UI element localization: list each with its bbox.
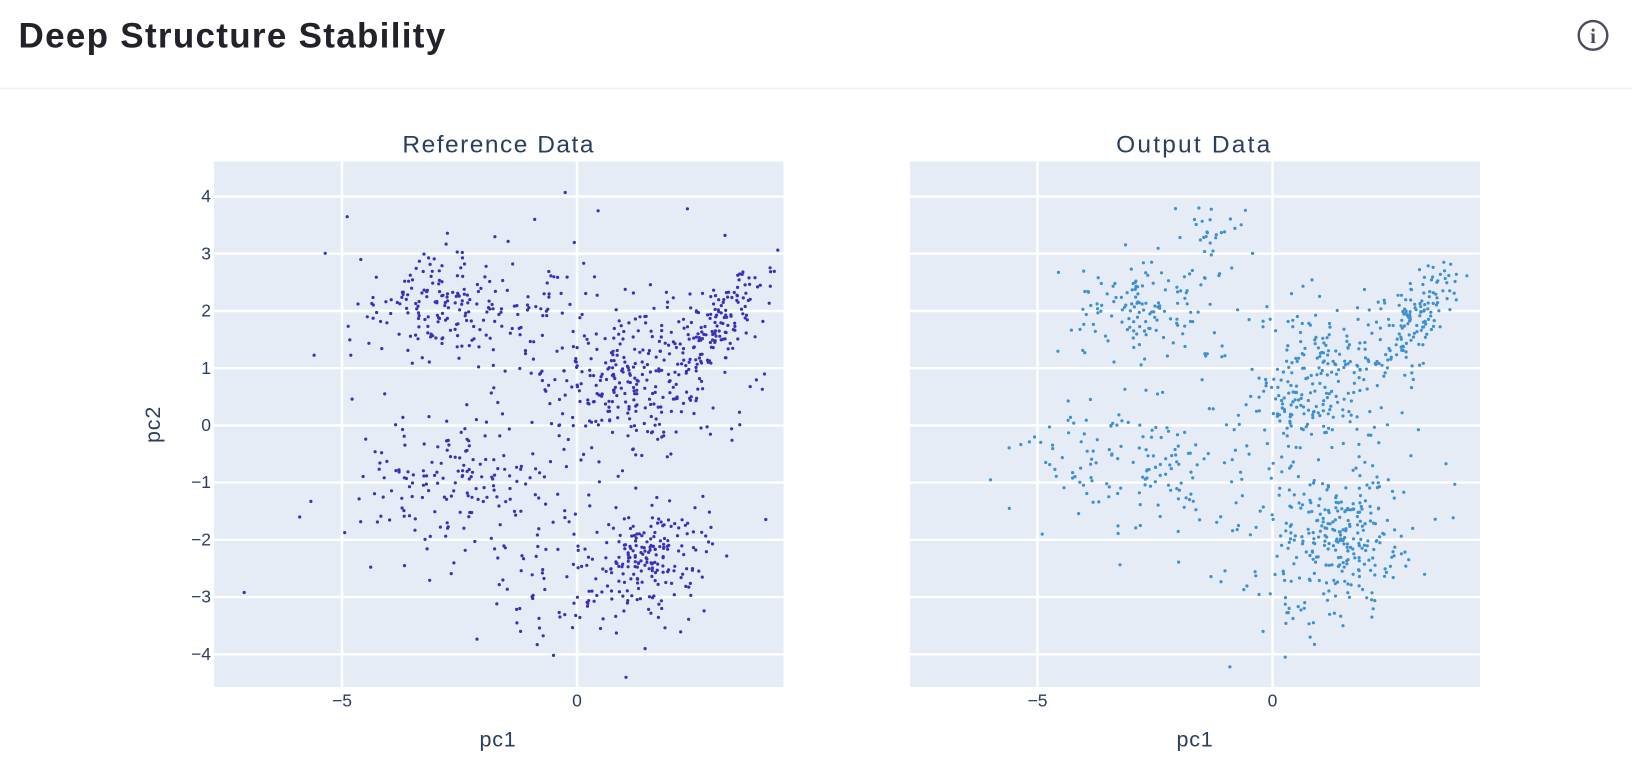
- svg-text:4: 4: [201, 186, 211, 206]
- svg-text:−2: −2: [191, 529, 211, 549]
- svg-text:pc2: pc2: [141, 406, 165, 443]
- svg-text:i: i: [1590, 24, 1596, 48]
- svg-text:Reference Data: Reference Data: [402, 132, 595, 159]
- svg-text:−3: −3: [191, 587, 211, 607]
- svg-text:−4: −4: [191, 644, 211, 664]
- svg-text:Output Data: Output Data: [1116, 132, 1272, 159]
- svg-text:−5: −5: [1028, 691, 1048, 711]
- svg-text:pc1: pc1: [479, 728, 516, 752]
- svg-text:1: 1: [201, 358, 211, 378]
- svg-text:0: 0: [201, 415, 211, 435]
- svg-text:pc1: pc1: [1176, 728, 1213, 752]
- svg-text:0: 0: [572, 691, 582, 711]
- svg-text:3: 3: [201, 243, 211, 263]
- svg-text:Deep Structure Stability: Deep Structure Stability: [19, 17, 447, 56]
- svg-text:0: 0: [1268, 691, 1278, 711]
- svg-text:2: 2: [201, 301, 211, 321]
- svg-text:−1: −1: [191, 472, 211, 492]
- svg-text:−5: −5: [332, 691, 352, 711]
